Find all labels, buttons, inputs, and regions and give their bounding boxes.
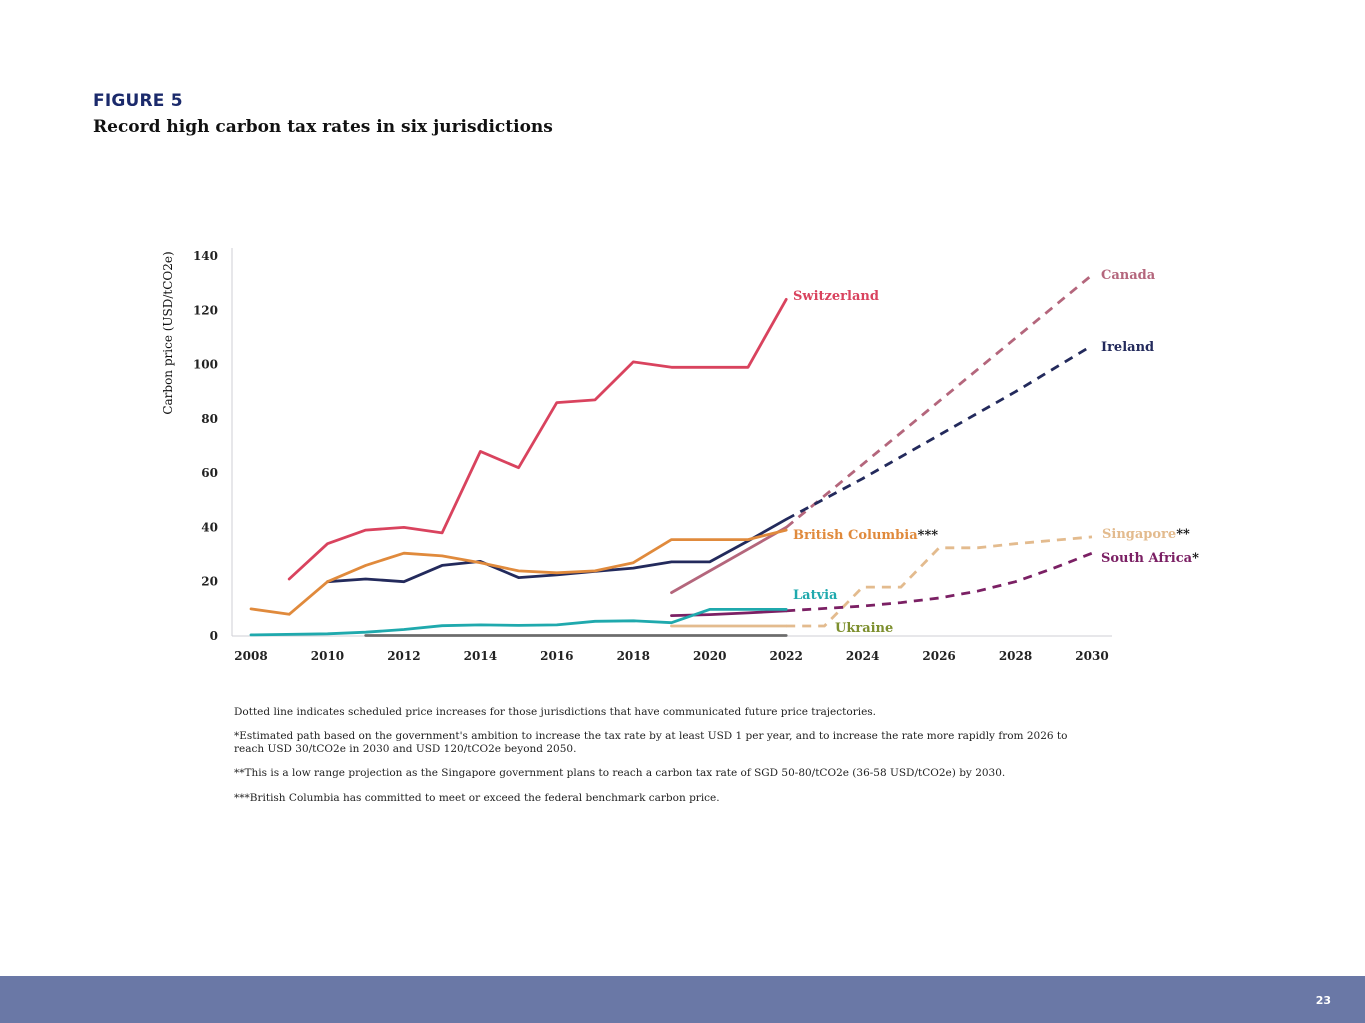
x-tick-label: 2028 [999, 649, 1032, 663]
chart-axes: Carbon price (USD/tCO2e) [161, 248, 1112, 637]
y-tick-label: 100 [193, 358, 218, 372]
note-singapore: **This is a low range projection as the … [234, 767, 1006, 780]
page-number: 23 [1315, 994, 1331, 1007]
x-tick-label: 2018 [617, 649, 650, 663]
series-line-switzerland [287, 297, 788, 581]
series-projection-canada [785, 273, 1093, 529]
x-tick-label: 2024 [846, 649, 879, 663]
x-tick-label: 2016 [540, 649, 573, 663]
series-label-latvia: Latvia [793, 588, 838, 603]
note-dotted-line: Dotted line indicates scheduled price in… [234, 706, 877, 718]
series-projection-south-africa [786, 551, 1093, 613]
figure-label: FIGURE 5 [93, 91, 183, 111]
x-tick-label: 2020 [693, 649, 726, 663]
series-projection-ireland [785, 344, 1093, 521]
chart-series-labels: Switzerland Canada Ireland British Columbia… [793, 268, 1199, 636]
x-tick-label: 2026 [922, 649, 955, 663]
y-tick-label: 60 [201, 466, 218, 480]
note-british-columbia: ***British Columbia has committed to mee… [234, 791, 720, 804]
x-tick-label: 2008 [234, 649, 267, 663]
x-tick-label: 2010 [311, 649, 344, 663]
series-projection-singapore [786, 535, 1093, 628]
series-line-british-columbia [249, 528, 788, 616]
chart-notes: Dotted line indicates scheduled price in… [234, 706, 1094, 816]
series-line-south-africa [670, 609, 788, 617]
series-label-british-columbia: British Columbia*** [793, 528, 938, 543]
figure-title: Record high carbon tax rates in six juri… [93, 117, 553, 137]
x-tick-label: 2030 [1075, 649, 1108, 663]
series-label-singapore: Singapore** [1102, 527, 1190, 542]
x-tick-label: 2014 [464, 649, 497, 663]
series-label-south-africa: South Africa* [1101, 551, 1199, 566]
note-south-africa: *Estimated path based on the government'… [234, 730, 1068, 756]
series-label-switzerland: Switzerland [793, 289, 879, 304]
series-line-ireland [326, 517, 788, 584]
footer-bar: 23 [0, 976, 1365, 1023]
series-label-canada: Canada [1101, 268, 1156, 283]
y-tick-label: 80 [201, 412, 218, 426]
chart-series-lines [249, 273, 1093, 637]
x-tick-label: 2022 [769, 649, 802, 663]
series-line-canada [670, 526, 788, 594]
series-line-latvia [249, 608, 788, 637]
y-tick-label: 0 [210, 629, 218, 643]
chart-ticks: 0 20 40 60 80 100 120 140 2008 2010 2012 2014 2016 20… [193, 249, 1109, 663]
y-axis-title: Carbon price (USD/tCO2e) [161, 251, 175, 414]
x-tick-label: 2012 [387, 649, 420, 663]
series-label-ukraine: Ukraine [835, 621, 893, 636]
y-tick-label: 140 [193, 249, 218, 263]
series-label-ireland: Ireland [1101, 340, 1154, 355]
y-tick-label: 20 [201, 575, 218, 589]
y-tick-label: 40 [201, 520, 218, 534]
carbon-price-line-chart: Carbon price (USD/tCO2e) 0 20 40 60 80 100 120… [161, 248, 1199, 663]
y-tick-label: 120 [193, 303, 218, 317]
